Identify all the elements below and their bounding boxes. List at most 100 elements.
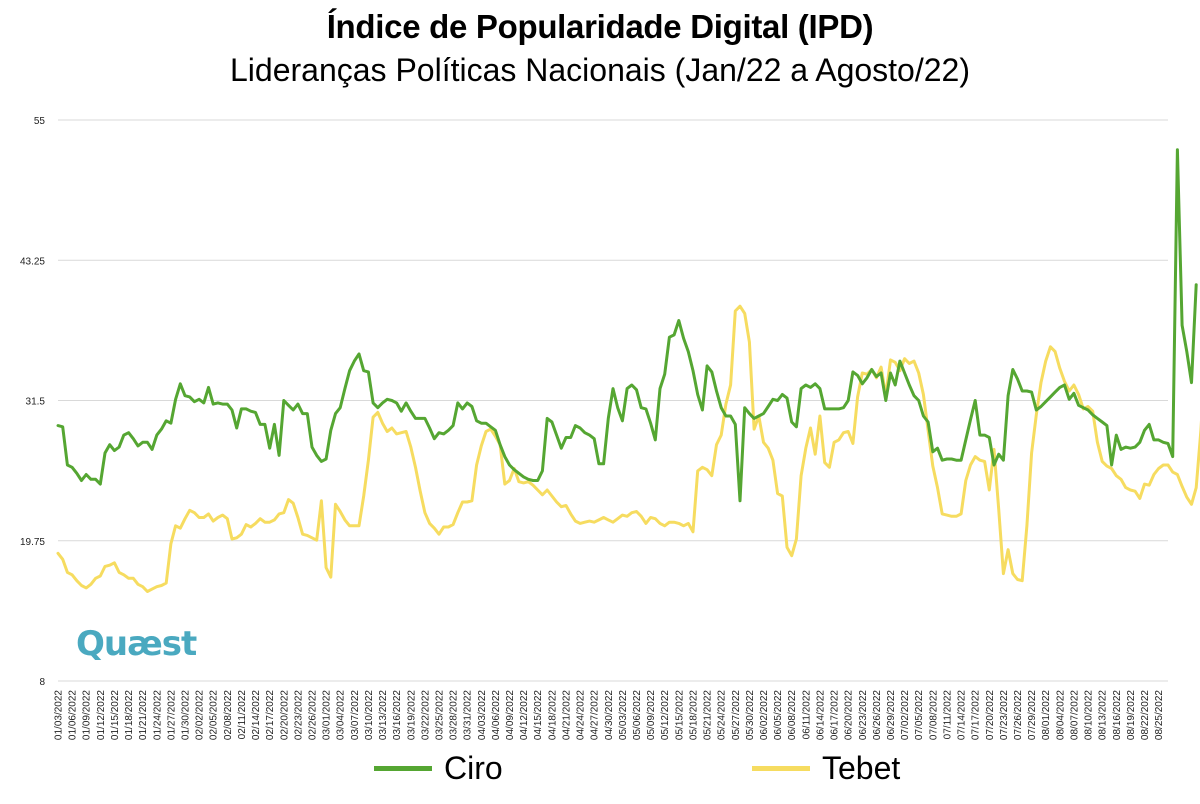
x-tick-label: 04/06/2022 bbox=[491, 690, 502, 740]
x-tick-label: 03/28/2022 bbox=[449, 690, 460, 740]
x-tick-label: 06/29/2022 bbox=[886, 690, 897, 740]
x-tick-label: 01/03/2022 bbox=[54, 690, 65, 740]
x-tick-label: 01/24/2022 bbox=[152, 690, 163, 740]
x-tick-label: 07/14/2022 bbox=[957, 690, 968, 740]
x-tick-label: 01/15/2022 bbox=[110, 690, 121, 740]
x-tick-label: 08/07/2022 bbox=[1069, 690, 1080, 740]
x-tick-label: 05/15/2022 bbox=[674, 690, 685, 740]
series-line-tebet bbox=[56, 304, 1200, 593]
x-tick-label: 05/27/2022 bbox=[731, 690, 742, 740]
x-tick-label: 05/21/2022 bbox=[703, 690, 714, 740]
y-tick-label: 31.5 bbox=[26, 397, 46, 408]
x-tick-label: 05/24/2022 bbox=[717, 690, 728, 740]
x-tick-label: 02/20/2022 bbox=[279, 690, 290, 740]
x-tick-label: 02/17/2022 bbox=[265, 690, 276, 740]
x-tick-label: 08/13/2022 bbox=[1098, 690, 1109, 740]
x-tick-label: 08/04/2022 bbox=[1055, 690, 1066, 740]
legend-label-tebet: Tebet bbox=[822, 749, 901, 786]
x-tick-label: 07/20/2022 bbox=[985, 690, 996, 740]
x-tick-label: 07/29/2022 bbox=[1027, 690, 1038, 740]
x-tick-label: 07/17/2022 bbox=[971, 690, 982, 740]
legend-label-ciro: Ciro bbox=[444, 749, 503, 786]
x-tick-label: 02/05/2022 bbox=[209, 690, 220, 740]
series-lines bbox=[56, 148, 1200, 593]
x-tick-label: 06/11/2022 bbox=[801, 690, 812, 740]
x-tick-label: 03/13/2022 bbox=[378, 690, 389, 740]
x-tick-label: 06/05/2022 bbox=[773, 690, 784, 740]
x-tick-label: 04/30/2022 bbox=[604, 690, 615, 740]
x-tick-label: 05/30/2022 bbox=[745, 690, 756, 740]
x-tick-label: 07/05/2022 bbox=[914, 690, 925, 740]
x-tick-label: 02/08/2022 bbox=[223, 690, 234, 740]
x-axis-labels: 01/03/2022 01/06/2022 01/09/2022 01/12/2022… bbox=[54, 690, 1166, 740]
y-tick-label: 55 bbox=[34, 116, 46, 127]
x-tick-label: 06/26/2022 bbox=[872, 690, 883, 740]
x-tick-label: 01/30/2022 bbox=[180, 690, 191, 740]
series-line-ciro bbox=[56, 148, 1198, 503]
x-tick-label: 04/12/2022 bbox=[519, 690, 530, 740]
y-tick-label: 8 bbox=[39, 677, 45, 688]
x-tick-label: 07/23/2022 bbox=[999, 690, 1010, 740]
x-tick-label: 03/16/2022 bbox=[392, 690, 403, 740]
x-tick-label: 08/10/2022 bbox=[1084, 690, 1095, 740]
x-tick-label: 03/07/2022 bbox=[350, 690, 361, 740]
x-tick-label: 03/19/2022 bbox=[406, 690, 417, 740]
x-tick-label: 01/06/2022 bbox=[68, 690, 79, 740]
x-tick-label: 03/31/2022 bbox=[463, 690, 474, 740]
x-tick-label: 01/09/2022 bbox=[82, 690, 93, 740]
x-tick-label: 03/10/2022 bbox=[364, 690, 375, 740]
legend-swatch-tebet bbox=[752, 765, 810, 771]
x-tick-label: 08/25/2022 bbox=[1154, 690, 1165, 740]
x-tick-label: 04/27/2022 bbox=[590, 690, 601, 740]
x-tick-label: 01/12/2022 bbox=[96, 690, 107, 740]
x-tick-label: 02/23/2022 bbox=[293, 690, 304, 740]
x-tick-label: 08/16/2022 bbox=[1112, 690, 1123, 740]
x-tick-label: 04/09/2022 bbox=[505, 690, 516, 740]
x-tick-label: 03/04/2022 bbox=[336, 690, 347, 740]
x-tick-label: 06/02/2022 bbox=[759, 690, 770, 740]
x-tick-label: 05/18/2022 bbox=[688, 690, 699, 740]
legend-item-ciro: Ciro bbox=[374, 748, 503, 788]
x-tick-label: 03/01/2022 bbox=[322, 690, 333, 740]
quaest-logo: Quæst bbox=[76, 624, 197, 664]
x-tick-label: 03/22/2022 bbox=[420, 690, 431, 740]
y-axis-labels: 8 19.75 31.5 43.25 55 bbox=[20, 116, 45, 688]
y-tick-label: 43.25 bbox=[20, 256, 45, 267]
x-tick-label: 06/17/2022 bbox=[830, 690, 841, 740]
x-tick-label: 07/08/2022 bbox=[928, 690, 939, 740]
chart-subtitle: Lideranças Políticas Nacionais (Jan/22 a… bbox=[230, 52, 970, 88]
x-tick-label: 05/12/2022 bbox=[660, 690, 671, 740]
x-tick-label: 04/15/2022 bbox=[533, 690, 544, 740]
x-tick-label: 05/09/2022 bbox=[646, 690, 657, 740]
x-tick-label: 04/03/2022 bbox=[477, 690, 488, 740]
x-tick-label: 06/20/2022 bbox=[844, 690, 855, 740]
x-tick-label: 05/03/2022 bbox=[618, 690, 629, 740]
x-tick-label: 07/02/2022 bbox=[900, 690, 911, 740]
x-tick-label: 05/06/2022 bbox=[632, 690, 643, 740]
x-tick-label: 02/02/2022 bbox=[195, 690, 206, 740]
x-tick-label: 04/21/2022 bbox=[561, 690, 572, 740]
x-tick-label: 06/23/2022 bbox=[858, 690, 869, 740]
legend-item-tebet: Tebet bbox=[752, 748, 900, 788]
x-tick-label: 01/21/2022 bbox=[138, 690, 149, 740]
x-tick-label: 06/14/2022 bbox=[815, 690, 826, 740]
x-tick-label: 08/19/2022 bbox=[1126, 690, 1137, 740]
x-tick-label: 02/26/2022 bbox=[307, 690, 318, 740]
x-tick-label: 02/14/2022 bbox=[251, 690, 262, 740]
y-tick-label: 19.75 bbox=[20, 537, 45, 548]
x-tick-label: 01/27/2022 bbox=[166, 690, 177, 740]
x-tick-label: 02/11/2022 bbox=[237, 690, 248, 740]
x-tick-label: 08/01/2022 bbox=[1041, 690, 1052, 740]
x-tick-label: 07/26/2022 bbox=[1013, 690, 1024, 740]
x-tick-label: 04/18/2022 bbox=[547, 690, 558, 740]
x-tick-label: 03/25/2022 bbox=[434, 690, 445, 740]
chart-title: Índice de Popularidade Digital (IPD) bbox=[326, 8, 874, 45]
legend-swatch-ciro bbox=[374, 765, 432, 771]
gridlines bbox=[58, 119, 1168, 682]
x-tick-label: 07/11/2022 bbox=[942, 690, 953, 740]
x-tick-label: 08/22/2022 bbox=[1140, 690, 1151, 740]
x-tick-label: 04/24/2022 bbox=[576, 690, 587, 740]
x-tick-label: 06/08/2022 bbox=[787, 690, 798, 740]
x-tick-label: 01/18/2022 bbox=[124, 690, 135, 740]
